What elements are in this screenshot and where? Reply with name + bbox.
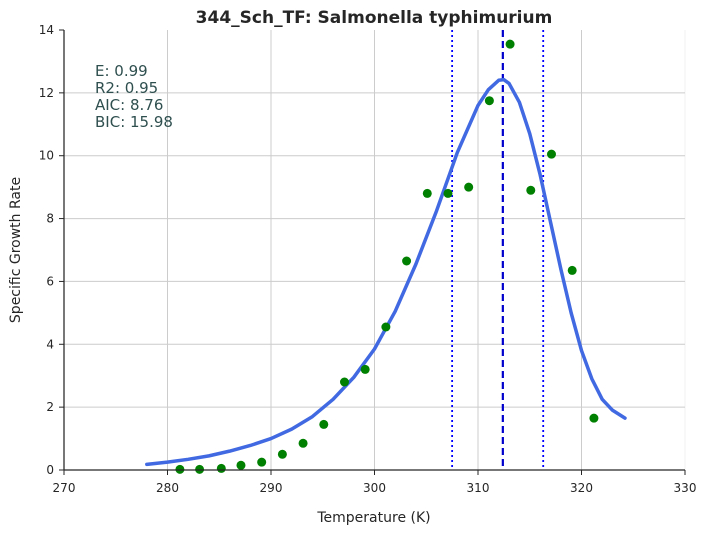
y-tick-label: 0	[46, 463, 54, 477]
x-tick-label: 320	[570, 481, 593, 495]
fit-curve	[145, 77, 627, 467]
y-tick-label: 4	[46, 337, 54, 351]
reference-lines	[451, 30, 545, 470]
y-axis-label: Specific Growth Rate	[8, 177, 24, 323]
data-points	[175, 39, 599, 474]
data-point	[464, 182, 474, 192]
data-point	[360, 364, 370, 374]
fit-statistic: E: 0.99	[95, 62, 148, 80]
y-tick-label: 6	[46, 274, 54, 288]
data-point	[546, 149, 556, 159]
data-point	[319, 419, 329, 429]
y-ticks: 0 2 4 6 8 10 12 14	[39, 23, 64, 477]
x-tick-label: 310	[467, 481, 490, 495]
data-point	[339, 377, 349, 387]
fit-statistic: R2: 0.95	[95, 79, 158, 97]
data-point	[526, 185, 536, 195]
x-tick-label: 290	[260, 481, 283, 495]
data-point	[422, 188, 432, 198]
data-point	[484, 96, 494, 106]
x-tick-label: 330	[674, 481, 697, 495]
x-tick-label: 280	[156, 481, 179, 495]
fit-statistic: BIC: 15.98	[95, 113, 173, 131]
grid-y	[64, 92, 685, 408]
y-tick-label: 2	[46, 400, 54, 414]
y-tick-label: 8	[46, 212, 54, 226]
data-point	[443, 188, 453, 198]
data-point	[175, 464, 185, 474]
fit-statistic: AIC: 8.76	[95, 96, 163, 114]
data-point	[381, 322, 391, 332]
data-point	[216, 463, 226, 473]
data-point	[236, 460, 246, 470]
x-ticks: 270 280 290 300 310 320 330	[53, 470, 697, 495]
y-tick-label: 14	[39, 23, 54, 37]
data-point	[567, 265, 577, 275]
data-point	[277, 449, 287, 459]
x-axis-label: Temperature (K)	[316, 510, 430, 526]
data-point	[298, 438, 308, 448]
data-point	[195, 464, 205, 474]
x-tick-label: 270	[53, 481, 76, 495]
data-point	[257, 457, 267, 467]
data-point	[402, 256, 412, 266]
y-tick-label: 10	[39, 149, 54, 163]
data-point	[589, 413, 599, 423]
chart-title: 344_Sch_TF: Salmonella typhimurium	[196, 8, 553, 28]
y-tick-label: 12	[39, 86, 54, 100]
x-tick-label: 300	[363, 481, 386, 495]
data-point	[505, 39, 515, 49]
